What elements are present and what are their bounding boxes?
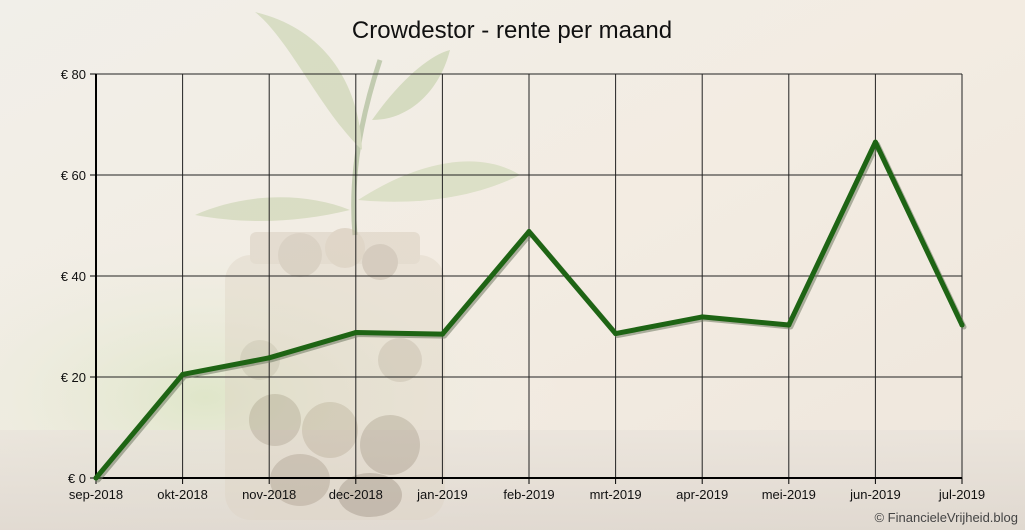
x-tick-label: okt-2018 — [157, 487, 208, 502]
x-tick-label: apr-2019 — [676, 487, 728, 502]
y-tick-label: € 80 — [61, 67, 86, 82]
data-point — [353, 330, 359, 336]
plant-illustration — [195, 12, 520, 236]
x-tick-label: jan-2019 — [416, 487, 468, 502]
x-tick-label: mrt-2019 — [590, 487, 642, 502]
y-tick-label: € 60 — [61, 168, 86, 183]
y-tick-label: € 40 — [61, 269, 86, 284]
copyright-text: © FinancieleVrijheid.blog — [874, 510, 1018, 525]
grid — [95, 73, 963, 479]
coin-jar-illustration — [225, 228, 445, 520]
x-tick-label: mei-2019 — [762, 487, 816, 502]
y-axis-ticks: € 0 € 20 € 40 € 60 € 80 — [61, 67, 96, 486]
data-point — [699, 314, 705, 320]
data-point — [180, 371, 186, 377]
series-group — [93, 139, 967, 483]
data-point — [526, 229, 532, 235]
data-point — [959, 322, 965, 328]
x-tick-label: nov-2018 — [242, 487, 296, 502]
chart-title: Crowdestor - rente per maand — [352, 17, 672, 44]
x-tick-label: jun-2019 — [849, 487, 901, 502]
data-point — [786, 322, 792, 328]
data-point — [613, 331, 619, 337]
x-tick-label: dec-2018 — [329, 487, 383, 502]
y-tick-label: € 0 — [68, 471, 86, 486]
data-point — [872, 139, 878, 145]
series-line-shadow — [95, 141, 967, 483]
x-tick-label: jul-2019 — [938, 487, 985, 502]
data-point — [93, 475, 99, 481]
data-point — [439, 331, 445, 337]
x-tick-label: feb-2019 — [503, 487, 554, 502]
x-axis-ticks: sep-2018 okt-2018 nov-2018 dec-2018 jan-2019… — [69, 478, 985, 502]
data-point — [266, 355, 272, 361]
y-tick-label: € 20 — [61, 370, 86, 385]
x-tick-label: sep-2018 — [69, 487, 123, 502]
